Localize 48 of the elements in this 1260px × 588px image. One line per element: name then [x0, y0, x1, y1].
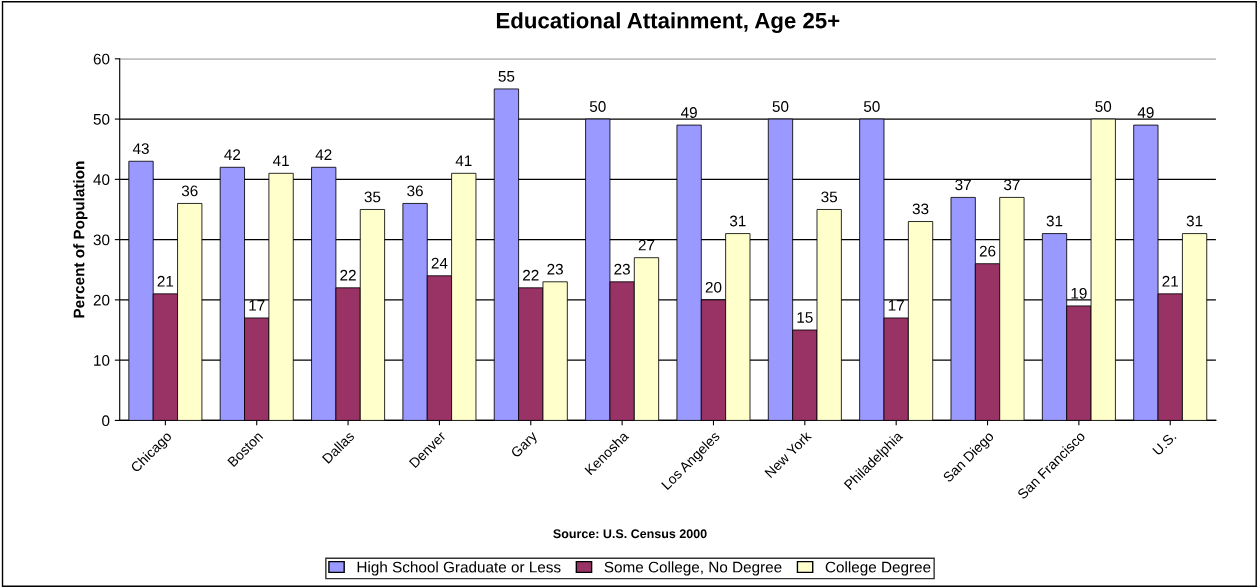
- x-tick-label: U.S.: [1152, 431, 1177, 456]
- legend-label: College Degree: [825, 561, 931, 576]
- data-label: 42: [224, 149, 241, 160]
- source-note: Source: U.S. Census 2000: [553, 529, 707, 539]
- data-label: 41: [455, 155, 472, 166]
- y-tick-label: 60: [93, 53, 110, 65]
- data-label: 24: [431, 257, 448, 269]
- data-label: 35: [821, 191, 838, 203]
- data-label: 31: [1046, 215, 1063, 227]
- data-label: 42: [315, 149, 332, 160]
- data-label: 50: [589, 101, 606, 112]
- data-label: 27: [638, 239, 655, 251]
- data-label: 23: [614, 263, 630, 275]
- data-label: 31: [1186, 215, 1203, 227]
- data-label: 19: [1071, 287, 1087, 299]
- data-label: 26: [979, 245, 996, 257]
- data-label: 33: [912, 203, 929, 215]
- y-tick-label: 40: [93, 174, 110, 186]
- data-label: 22: [523, 269, 539, 281]
- data-label: 17: [888, 300, 904, 311]
- data-label: 20: [705, 281, 722, 293]
- data-label: 17: [249, 300, 265, 311]
- y-tick-label: 0: [102, 415, 110, 427]
- data-label: 35: [364, 191, 381, 203]
- data-label: 43: [132, 143, 149, 155]
- data-label: 55: [498, 71, 515, 82]
- data-label: 41: [272, 155, 289, 166]
- y-tick-label: 10: [94, 355, 110, 366]
- data-label: 50: [863, 101, 880, 112]
- chart-title: Educational Attainment, Age 25+: [496, 12, 840, 33]
- data-label: 50: [1095, 101, 1112, 112]
- y-tick-label: 30: [93, 234, 110, 246]
- data-label: 23: [547, 263, 563, 275]
- legend-label: Some College, No Degree: [604, 561, 782, 576]
- y-tick-label: 20: [93, 294, 110, 306]
- data-label: 36: [181, 185, 198, 197]
- data-label: 49: [1137, 107, 1154, 118]
- data-label: 21: [1162, 275, 1178, 287]
- y-axis-title: Percent of Population: [73, 161, 88, 318]
- data-label: 49: [680, 107, 697, 118]
- data-label: 50: [772, 101, 789, 112]
- data-label: 22: [340, 269, 356, 281]
- data-label: 15: [797, 312, 813, 323]
- data-label: 36: [407, 185, 423, 197]
- y-tick-label: 50: [93, 113, 110, 125]
- legend-label: High School Graduate or Less: [357, 561, 561, 576]
- data-label: 21: [157, 275, 174, 287]
- data-label: 31: [729, 215, 746, 227]
